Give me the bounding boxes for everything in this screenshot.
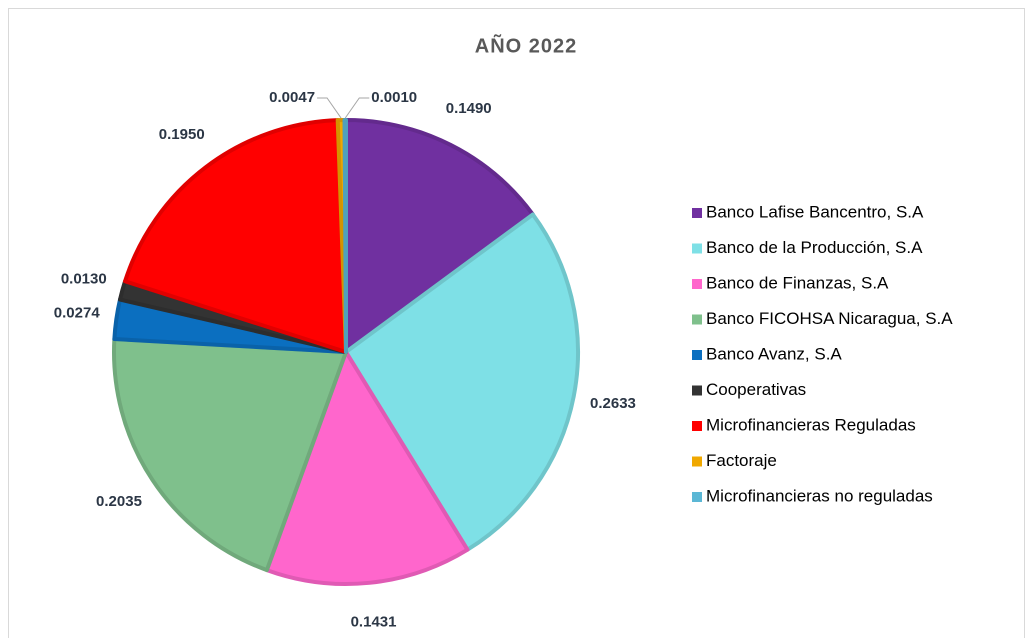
legend-swatch xyxy=(692,208,702,218)
legend-swatch xyxy=(692,243,702,254)
legend-label: Banco Avanz, S.A xyxy=(706,344,842,363)
legend-label: Microfinancieras no reguladas xyxy=(706,486,933,505)
pie-slice xyxy=(344,118,535,354)
chart-title: AÑO 2022 xyxy=(475,34,578,57)
data-label: 0.2633 xyxy=(590,395,636,412)
pie-slice xyxy=(344,212,580,552)
data-label: 0.0047 xyxy=(269,89,315,106)
data-label: 0.1950 xyxy=(159,126,205,143)
data-label: 0.0274 xyxy=(54,304,101,321)
legend-swatch xyxy=(692,350,702,360)
legend-swatch xyxy=(692,385,702,396)
legend-swatch xyxy=(692,314,702,325)
legend-label: Banco Lafise Bancentro, S.A xyxy=(706,202,924,221)
data-label: 0.0130 xyxy=(61,271,107,288)
legend-label: Cooperativas xyxy=(706,380,806,399)
legend-swatch xyxy=(692,421,702,431)
data-label: 0.1490 xyxy=(446,100,492,117)
pie-slice xyxy=(342,118,348,354)
legend-swatch xyxy=(692,456,702,467)
legend-swatch xyxy=(692,279,702,289)
leader-line xyxy=(317,97,342,119)
legend-label: Microfinancieras Reguladas xyxy=(706,415,916,434)
legend-swatch xyxy=(692,492,702,502)
pie-slice xyxy=(123,118,348,354)
pie-slice xyxy=(112,337,348,573)
leader-line xyxy=(344,97,370,119)
legend-label: Banco de la Producción, S.A xyxy=(706,238,923,257)
pie-slice xyxy=(264,350,470,586)
data-label: 0.2035 xyxy=(96,493,142,510)
data-label: 0.0010 xyxy=(371,89,417,106)
legend-label: Banco de Finanzas, S.A xyxy=(706,273,889,292)
legend-label: Banco FICOHSA Nicaragua, S.A xyxy=(706,309,953,328)
legend-label: Factoraje xyxy=(706,451,777,470)
data-label: 0.1431 xyxy=(351,614,397,631)
